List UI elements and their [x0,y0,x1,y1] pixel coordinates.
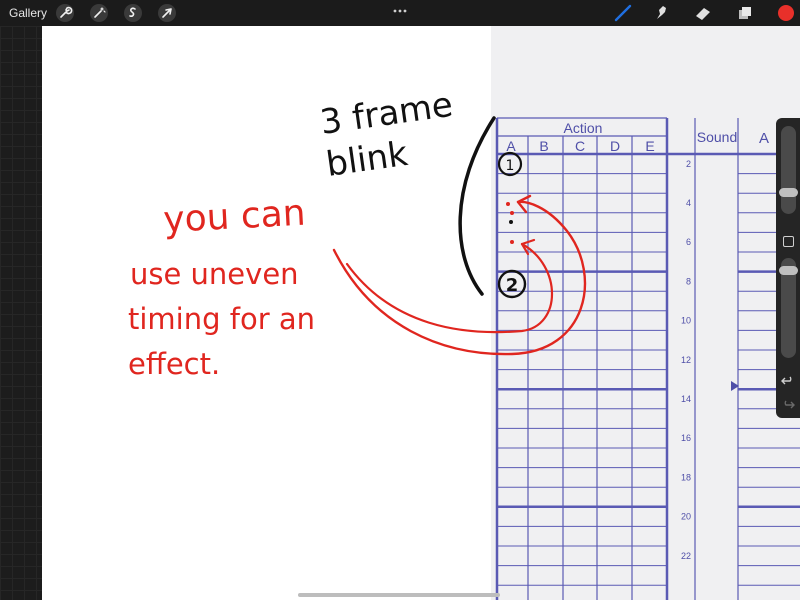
column-header-d: D [610,138,620,154]
brush-icon[interactable] [612,3,634,23]
redo-icon[interactable] [781,398,795,410]
frame-number-label: 20 [681,512,691,522]
frame-mark-2-circle [497,269,527,299]
brush-size-slider[interactable] [779,126,798,214]
undo-icon[interactable] [781,374,795,386]
current-frame-marker-icon [731,381,739,391]
frame-mark-1-circle [497,151,523,177]
opacity-slider[interactable] [779,258,798,358]
red-note: you can use uneven timing for an effect. [128,193,315,381]
column-header-c: C [575,138,585,154]
layers-icon[interactable] [734,3,756,23]
frame-number-label: 14 [681,394,691,404]
action-header: Action [564,120,603,136]
frame-number-label: 4 [686,198,691,208]
frame-mark-1-label: 1 [506,158,515,174]
modify-button-icon[interactable] [783,236,794,247]
brush-size-handle[interactable] [779,188,798,197]
red-tick-1 [506,202,510,206]
magic-wand-icon[interactable] [90,4,108,22]
transform-arrow-icon[interactable] [158,4,176,22]
column-header-b: B [539,138,548,154]
red-arrow-outer [332,200,587,356]
top-toolbar: Gallery [0,0,800,26]
frame-number-label: 22 [681,551,691,561]
red-tick-2 [510,211,514,215]
black-note-line-1: 3 frame [318,85,456,143]
frame-number-label: 16 [681,433,691,443]
frame-number-label: 18 [681,472,691,482]
red-note-line-2: use uneven [130,257,299,291]
eraser-icon[interactable] [692,3,714,23]
red-note-line-4: effect. [128,347,220,381]
side-toolbar [776,118,800,418]
exposure-sheet-grid: Action A B C D E Sound A 246810121416182… [495,117,800,600]
red-note-line-3: timing for an [128,302,315,336]
more-options-icon[interactable] [392,4,408,14]
bracket-stroke [458,116,496,296]
gallery-button[interactable]: Gallery [9,6,48,20]
opacity-handle[interactable] [779,266,798,275]
red-note-line-1: you can [162,193,306,241]
exposure-sheet: Action A B C D E Sound A 2 4 6 8 10 12 14 16 18 2… [491,26,800,600]
red-tick-3 [510,240,514,244]
smudge-icon[interactable] [651,3,673,23]
frame-number-label: 8 [686,276,691,286]
handwritten-annotations: 3 frame blink 1 2 you can use uneven tim… [128,85,587,381]
red-arrowhead-inner [520,238,536,256]
wrench-icon[interactable] [56,4,74,22]
drawing-canvas[interactable]: Action A B C D E Sound A 2 4 6 8 10 12 14 16 18 2… [42,26,800,600]
extra-column-header: A [759,130,769,147]
column-header-a: A [506,138,516,154]
frame-number-label: 6 [686,237,691,247]
column-header-e: E [645,138,654,154]
frame-number-label: 10 [681,316,691,326]
selection-icon[interactable] [124,4,142,22]
frame-mark-2-label: 2 [506,275,519,296]
home-indicator [298,593,500,597]
sound-header: Sound [697,129,737,145]
frame-number-label: 2 [686,159,691,169]
color-picker-swatch[interactable] [778,5,794,21]
black-note-line-2: blink [324,134,411,185]
red-arrow-inner [345,242,553,334]
red-arrowhead-outer [516,194,532,214]
frame-number-label: 12 [681,355,691,365]
inbetween-dot [509,220,513,224]
